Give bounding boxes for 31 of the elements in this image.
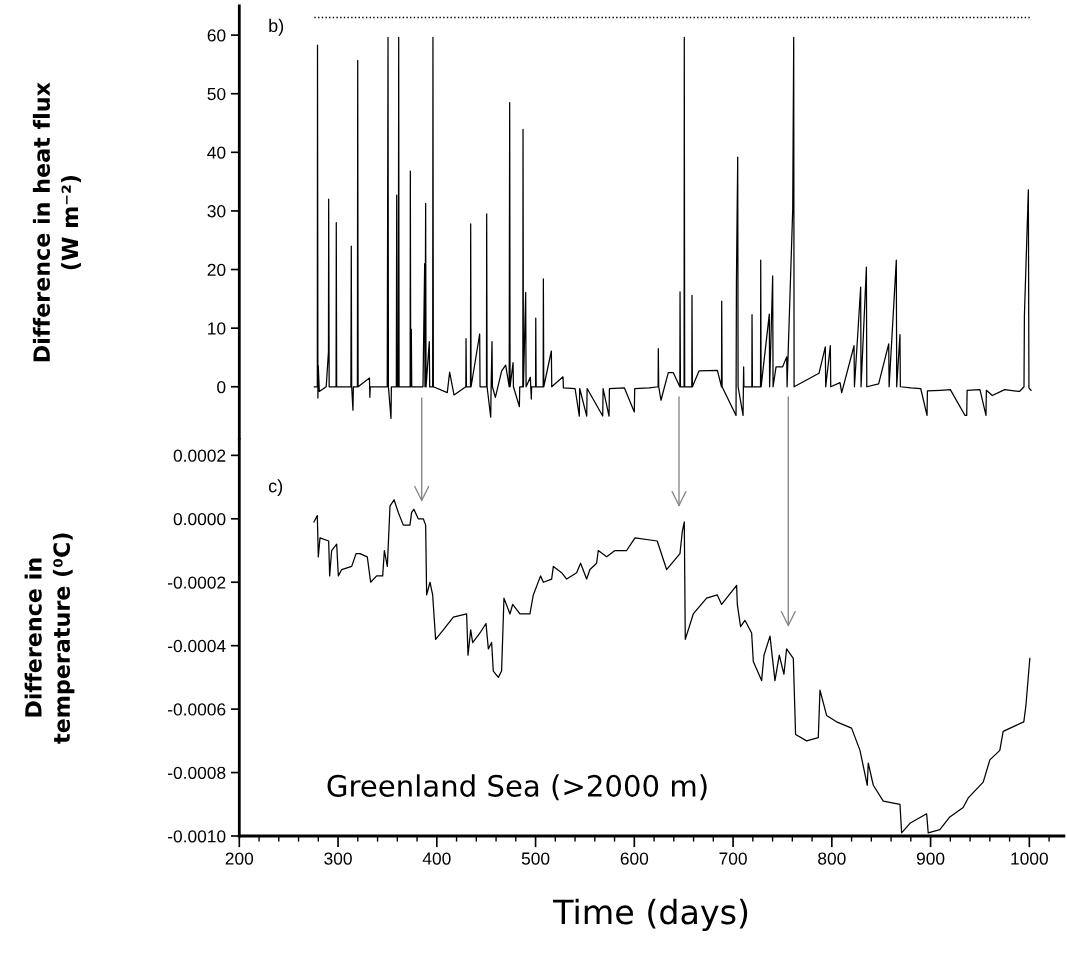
line-series	[313, 36, 1032, 420]
annotation: b)	[269, 18, 284, 36]
x-tick-label: 600	[620, 852, 649, 865]
y-tick-label: -0.0010	[168, 830, 226, 843]
y-tick-label: -0.0008	[168, 766, 226, 780]
y-tick-label: -0.0006	[168, 703, 226, 716]
y-axis-title: Difference in temperature (⁰C)	[24, 533, 75, 744]
y-tick-label: -0.0002	[168, 576, 226, 589]
x-tick-label: 800	[818, 852, 846, 865]
x-tick-label: 500	[521, 852, 550, 865]
x-axis-title: Time (days)	[553, 898, 748, 931]
x-tick-label: 300	[324, 852, 352, 865]
x-tick-label: 1000	[1011, 852, 1048, 865]
y-tick-label: 30	[207, 205, 226, 218]
x-tick-label: 400	[422, 852, 451, 865]
y-tick-label: 20	[207, 263, 226, 276]
y-tick-label: 0	[217, 380, 226, 394]
x-tick-label: 900	[916, 852, 945, 865]
line-series	[313, 499, 1031, 834]
y-tick-label: 60	[207, 29, 226, 42]
y-tick-label: 40	[207, 146, 226, 159]
x-tick-label: 200	[225, 852, 254, 865]
y-axis-title: Difference in heat flux (W m⁻²)	[32, 82, 81, 362]
y-tick-label: -0.0004	[168, 639, 226, 653]
y-tick-label: 10	[208, 322, 226, 335]
annotation: c)	[268, 479, 283, 496]
y-tick-label: 50	[207, 87, 226, 101]
y-tick-label: 0.0002	[173, 449, 226, 462]
annotation: Greenland Sea (>2000 m)	[327, 774, 707, 801]
x-tick-label: 700	[719, 852, 747, 865]
y-tick-label: 0.0000	[173, 512, 226, 526]
